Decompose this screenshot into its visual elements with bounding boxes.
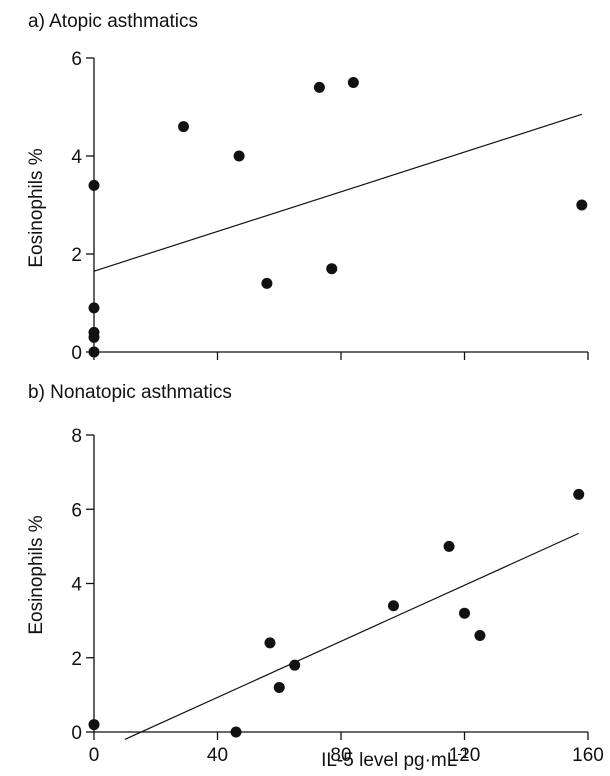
panel-a-y-axis-title: Eosinophils % [26,148,47,267]
panel-b-y-tick-label: 6 [71,500,82,521]
panel-a-points [88,77,588,358]
panel-b-data-point [387,600,399,612]
panel-a-data-point [88,331,100,343]
panel-a-data-point [326,263,338,275]
panel-b-y-tick-label: 8 [71,426,82,447]
panel-a-y-tick-label: 6 [71,49,82,70]
panel-b-regression-line [124,532,579,740]
panel-b-x-tick-label: 120 [449,745,481,766]
panel-b-title: b) Nonatopic asthmatics [28,382,232,403]
panel-b-x-axis-title-text: IL-5 level pg·mL [321,750,457,771]
panel-a-data-point [88,302,100,314]
panel-a-data-point [576,199,588,211]
panel-a-data-point [347,77,359,88]
panel-b-nonatopic: b) Nonatopic asthmatics Eosinophils % 0 2… [26,382,604,771]
panel-a-axes: 0 2 4 6 [71,49,589,364]
panel-b-data-point [443,540,455,552]
panel-b-y-axis-title: Eosinophils % [26,515,47,634]
panel-a-title: a) Atopic asthmatics [28,11,198,32]
panel-b-data-point [264,637,276,649]
panel-a-data-point [178,121,190,133]
panel-b-x-tick-label: 80 [330,745,351,766]
panel-b-data-point [459,607,470,619]
panel-b-x-tick-label: 40 [207,745,228,766]
panel-b-fit-line [124,532,579,740]
panel-a-data-point [313,81,325,93]
panel-a-fit-line [93,113,583,272]
panel-a-atopic: a) Atopic asthmatics Eosinophils % 0 2 4 6 [26,11,589,364]
panel-b-y-tick-label: 4 [71,575,82,596]
panel-b-x-tick-label: 0 [89,745,100,766]
panel-a-y-tick-label: 4 [71,147,82,168]
panel-b-x-axis-title-superscript: -1 [457,746,469,761]
panel-a-y-tick-label: 0 [71,343,82,364]
panel-b-data-point [289,659,301,671]
panel-a-data-point [261,277,273,289]
panel-b-y-tick-label: 2 [71,649,82,670]
panel-b-data-point [573,488,585,500]
panel-a-y-tick-label: 2 [71,245,82,266]
panel-a-data-point [233,150,245,162]
panel-b-x-tick-label: 160 [572,745,604,766]
panel-b-data-point [474,629,486,641]
panel-b-data-point [273,681,285,693]
panel-b-data-point [88,719,100,731]
panel-a-data-point [88,179,100,191]
panel-b-x-axis-title: IL-5 level pg·mL-1 [321,746,469,771]
panel-b-y-tick-label: 0 [71,723,82,744]
panel-a-regression-line [93,113,583,272]
panel-a-data-point [88,346,100,358]
panel-b-data-point [230,726,242,738]
panel-b-points [88,488,585,738]
